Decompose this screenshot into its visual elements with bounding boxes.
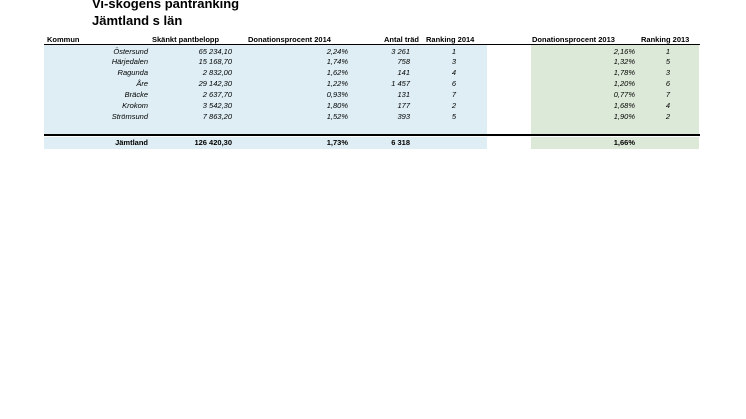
cell-antal-trad: 141 [397, 68, 410, 77]
total-row: Jämtland 126 420,30 1,73% 6 318 1,66% [0, 138, 746, 148]
cell-kommun: Åre [136, 79, 148, 88]
cell-ranking-2013: 6 [665, 79, 671, 88]
shade-total-2013 [531, 137, 699, 149]
cell-donation-2013: 1,68% [613, 101, 635, 110]
cell-kommun: Härjedalen [111, 57, 148, 66]
cell-belopp: 7 863,20 [202, 112, 232, 121]
total-antal-trad: 6 318 [391, 138, 410, 147]
cell-donation-2014: 1,62% [326, 68, 348, 77]
cell-ranking-2014: 5 [451, 112, 457, 121]
header-belopp: Skänkt pantbelopp [152, 35, 220, 44]
cell-belopp: 29 142,30 [198, 79, 232, 88]
cell-belopp: 15 168,70 [198, 57, 232, 66]
cell-ranking-2014: 4 [451, 68, 457, 77]
shade-total-2014 [44, 137, 487, 149]
header-kommun: Kommun [47, 35, 80, 44]
cell-donation-2013: 1,32% [613, 57, 635, 66]
cell-antal-trad: 177 [397, 101, 410, 110]
cell-belopp: 3 542,30 [202, 101, 232, 110]
cell-donation-2014: 1,22% [326, 79, 348, 88]
cell-ranking-2014: 3 [451, 57, 457, 66]
table-row: Åre 29 142,30 1,22% 1 457 6 1,20% 6 [0, 79, 746, 88]
table-row: Östersund 65 234,10 2,24% 3 261 1 2,16% … [0, 47, 746, 56]
cell-belopp: 2 637,70 [202, 90, 232, 99]
table-row: Krokom 3 542,30 1,80% 177 2 1,68% 4 [0, 101, 746, 110]
header-rule [44, 44, 700, 45]
shade-2014 [44, 45, 487, 134]
cell-kommun: Strömsund [111, 112, 148, 121]
cell-donation-2013: 1,20% [613, 79, 635, 88]
table-row: Strömsund 7 863,20 1,52% 393 5 1,90% 2 [0, 112, 746, 121]
cell-donation-2013: 2,16% [613, 47, 635, 56]
header-ranking-2014: Ranking 2014 [426, 35, 475, 44]
cell-ranking-2014: 1 [451, 47, 457, 56]
cell-kommun: Ragunda [117, 68, 148, 77]
total-kommun: Jämtland [115, 138, 148, 147]
total-belopp: 126 420,30 [194, 138, 232, 147]
cell-antal-trad: 1 457 [391, 79, 410, 88]
cell-antal-trad: 393 [397, 112, 410, 121]
cell-donation-2013: 1,90% [613, 112, 635, 121]
header-ranking-2013: Ranking 2013 [641, 35, 690, 44]
cell-donation-2014: 1,52% [326, 112, 348, 121]
cell-donation-2014: 1,80% [326, 101, 348, 110]
cell-donation-2014: 2,24% [326, 47, 348, 56]
cell-antal-trad: 758 [397, 57, 410, 66]
cell-belopp: 2 832,00 [202, 68, 232, 77]
cell-ranking-2013: 2 [665, 112, 671, 121]
cell-kommun: Östersund [113, 47, 148, 56]
region-title: Jämtland s län [92, 13, 183, 28]
cell-antal-trad: 131 [397, 90, 410, 99]
cell-ranking-2013: 1 [665, 47, 671, 56]
total-donation-2014: 1,73% [326, 138, 348, 147]
cell-donation-2013: 1,78% [613, 68, 635, 77]
header-antal-trad: Antal träd [384, 35, 420, 44]
cell-donation-2014: 1,74% [326, 57, 348, 66]
table-row: Härjedalen 15 168,70 1,74% 758 3 1,32% 5 [0, 57, 746, 66]
shade-2013 [531, 45, 699, 134]
cell-ranking-2014: 7 [451, 90, 457, 99]
cell-ranking-2014: 2 [451, 101, 457, 110]
table-row: Ragunda 2 832,00 1,62% 141 4 1,78% 3 [0, 68, 746, 77]
cell-ranking-2013: 4 [665, 101, 671, 110]
cell-kommun: Bräcke [124, 90, 148, 99]
total-donation-2013: 1,66% [613, 138, 635, 147]
total-rule [44, 134, 700, 136]
cell-ranking-2013: 7 [665, 90, 671, 99]
table-row: Bräcke 2 637,70 0,93% 131 7 0,77% 7 [0, 90, 746, 99]
cell-donation-2013: 0,77% [613, 90, 635, 99]
cell-kommun: Krokom [122, 101, 148, 110]
cell-belopp: 65 234,10 [198, 47, 232, 56]
cell-antal-trad: 3 261 [391, 47, 410, 56]
cell-ranking-2013: 5 [665, 57, 671, 66]
cell-donation-2014: 0,93% [326, 90, 348, 99]
cell-ranking-2014: 6 [451, 79, 457, 88]
cell-ranking-2013: 3 [665, 68, 671, 77]
header-donation-2013: Donationsprocent 2013 [532, 35, 615, 44]
report-title: Vi-skogens pantranking [92, 0, 240, 11]
header-donation-2014: Donationsprocent 2014 [248, 35, 331, 44]
